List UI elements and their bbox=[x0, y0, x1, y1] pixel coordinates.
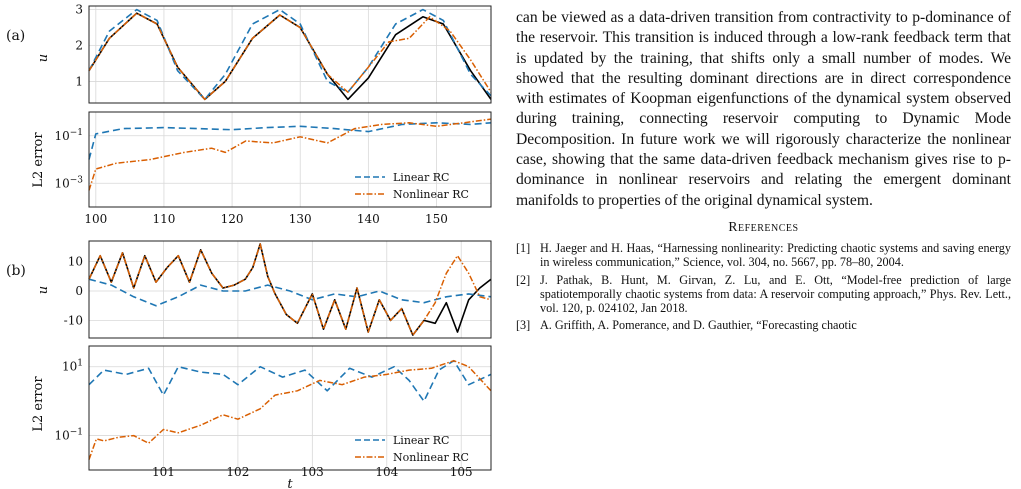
y-tick-label: -10 bbox=[64, 313, 83, 327]
reference-number: [3] bbox=[516, 318, 531, 333]
y-tick-label: 10−1 bbox=[54, 428, 83, 443]
y-axis-label: L2 error bbox=[31, 132, 46, 188]
reference-text: J. Pathak, B. Hunt, M. Girvan, Z. Lu, an… bbox=[540, 272, 1011, 316]
x-tick-label: 103 bbox=[301, 465, 324, 479]
panel-label: (b) bbox=[6, 263, 26, 279]
x-tick-label: 101 bbox=[152, 465, 175, 479]
tick-exponent: −1 bbox=[70, 128, 83, 138]
linear-rc-error-line bbox=[88, 122, 492, 160]
legend-label-linear: Linear RC bbox=[393, 171, 449, 184]
x-tick-label: 120 bbox=[221, 212, 244, 226]
x-tick-label: 105 bbox=[450, 465, 473, 479]
y-tick-label: 2 bbox=[75, 39, 83, 53]
tick-base: 10 bbox=[54, 429, 69, 443]
reference-item: [2] J. Pathak, B. Hunt, M. Girvan, Z. Lu… bbox=[516, 273, 1011, 316]
reference-item: [1] H. Jaeger and H. Haas, “Harnessing n… bbox=[516, 241, 1011, 270]
linear-rc-error-line bbox=[88, 359, 492, 402]
references-list: [1] H. Jaeger and H. Haas, “Harnessing n… bbox=[516, 241, 1011, 333]
tick-base: 10 bbox=[62, 360, 77, 374]
nonlinear-rc-error-line bbox=[88, 359, 492, 460]
x-tick-label: 104 bbox=[375, 465, 398, 479]
legend: Linear RC Nonlinear RC bbox=[355, 434, 469, 464]
legend-label-nonlinear: Nonlinear RC bbox=[393, 451, 469, 464]
truth-line bbox=[88, 243, 492, 336]
plot-frame bbox=[88, 240, 492, 339]
x-tick-label: 140 bbox=[357, 212, 380, 226]
y-tick-label: 1 bbox=[75, 74, 83, 88]
x-axis-label: t bbox=[287, 477, 293, 489]
text-column: can be viewed as a data-driven transitio… bbox=[516, 0, 1011, 489]
linear-rc-line bbox=[88, 278, 492, 307]
plot-frame bbox=[88, 5, 492, 104]
reference-number: [2] bbox=[516, 272, 531, 287]
legend-label-nonlinear: Nonlinear RC bbox=[393, 188, 469, 201]
x-tick-label: 102 bbox=[226, 465, 249, 479]
y-tick-label: 0 bbox=[75, 284, 83, 298]
x-tick-label: 150 bbox=[425, 212, 448, 226]
y-tick-label: 10−1 bbox=[54, 128, 83, 143]
reference-item: [3] A. Griffith, A. Pomerance, and D. Ga… bbox=[516, 318, 1011, 332]
nonlinear-rc-error-line bbox=[88, 118, 492, 191]
x-tick-label: 110 bbox=[152, 212, 175, 226]
nonlinear-rc-line bbox=[88, 12, 492, 101]
truth-line bbox=[88, 12, 492, 101]
nonlinear-rc-line bbox=[88, 243, 492, 336]
linear-rc-line bbox=[88, 8, 492, 101]
panel-label: (a) bbox=[6, 28, 25, 44]
x-tick-label: 130 bbox=[289, 212, 312, 226]
tick-base: 10 bbox=[54, 176, 69, 190]
plot-frame bbox=[88, 345, 492, 471]
panel-a-top: 1 2 3 u (a) bbox=[6, 3, 492, 104]
panel-b-top: 10 0 -10 u (b) bbox=[6, 240, 492, 339]
y-tick-label: 10−3 bbox=[54, 175, 83, 190]
x-tick-label: 100 bbox=[84, 212, 107, 226]
legend-label-linear: Linear RC bbox=[393, 434, 449, 447]
y-axis-label: L2 error bbox=[31, 376, 46, 432]
tick-base: 10 bbox=[54, 129, 69, 143]
plot-frame bbox=[88, 111, 492, 208]
tick-exponent: 1 bbox=[77, 359, 83, 369]
reference-number: [1] bbox=[516, 240, 531, 255]
legend: Linear RC Nonlinear RC bbox=[355, 171, 469, 201]
reference-text: H. Jaeger and H. Haas, “Harnessing nonli… bbox=[540, 240, 1011, 270]
references-heading: References bbox=[728, 218, 799, 234]
y-tick-label: 3 bbox=[75, 3, 83, 17]
tick-exponent: −3 bbox=[70, 175, 84, 185]
y-axis-label: u bbox=[36, 286, 51, 294]
y-axis-label: u bbox=[36, 54, 51, 62]
y-tick-label: 101 bbox=[62, 359, 83, 374]
reference-text: A. Griffith, A. Pomerance, and D. Gauthi… bbox=[540, 318, 857, 333]
conclusion-paragraph: can be viewed as a data-driven transitio… bbox=[516, 9, 1011, 209]
y-tick-label: 10 bbox=[68, 255, 83, 269]
tick-exponent: −1 bbox=[70, 428, 83, 438]
